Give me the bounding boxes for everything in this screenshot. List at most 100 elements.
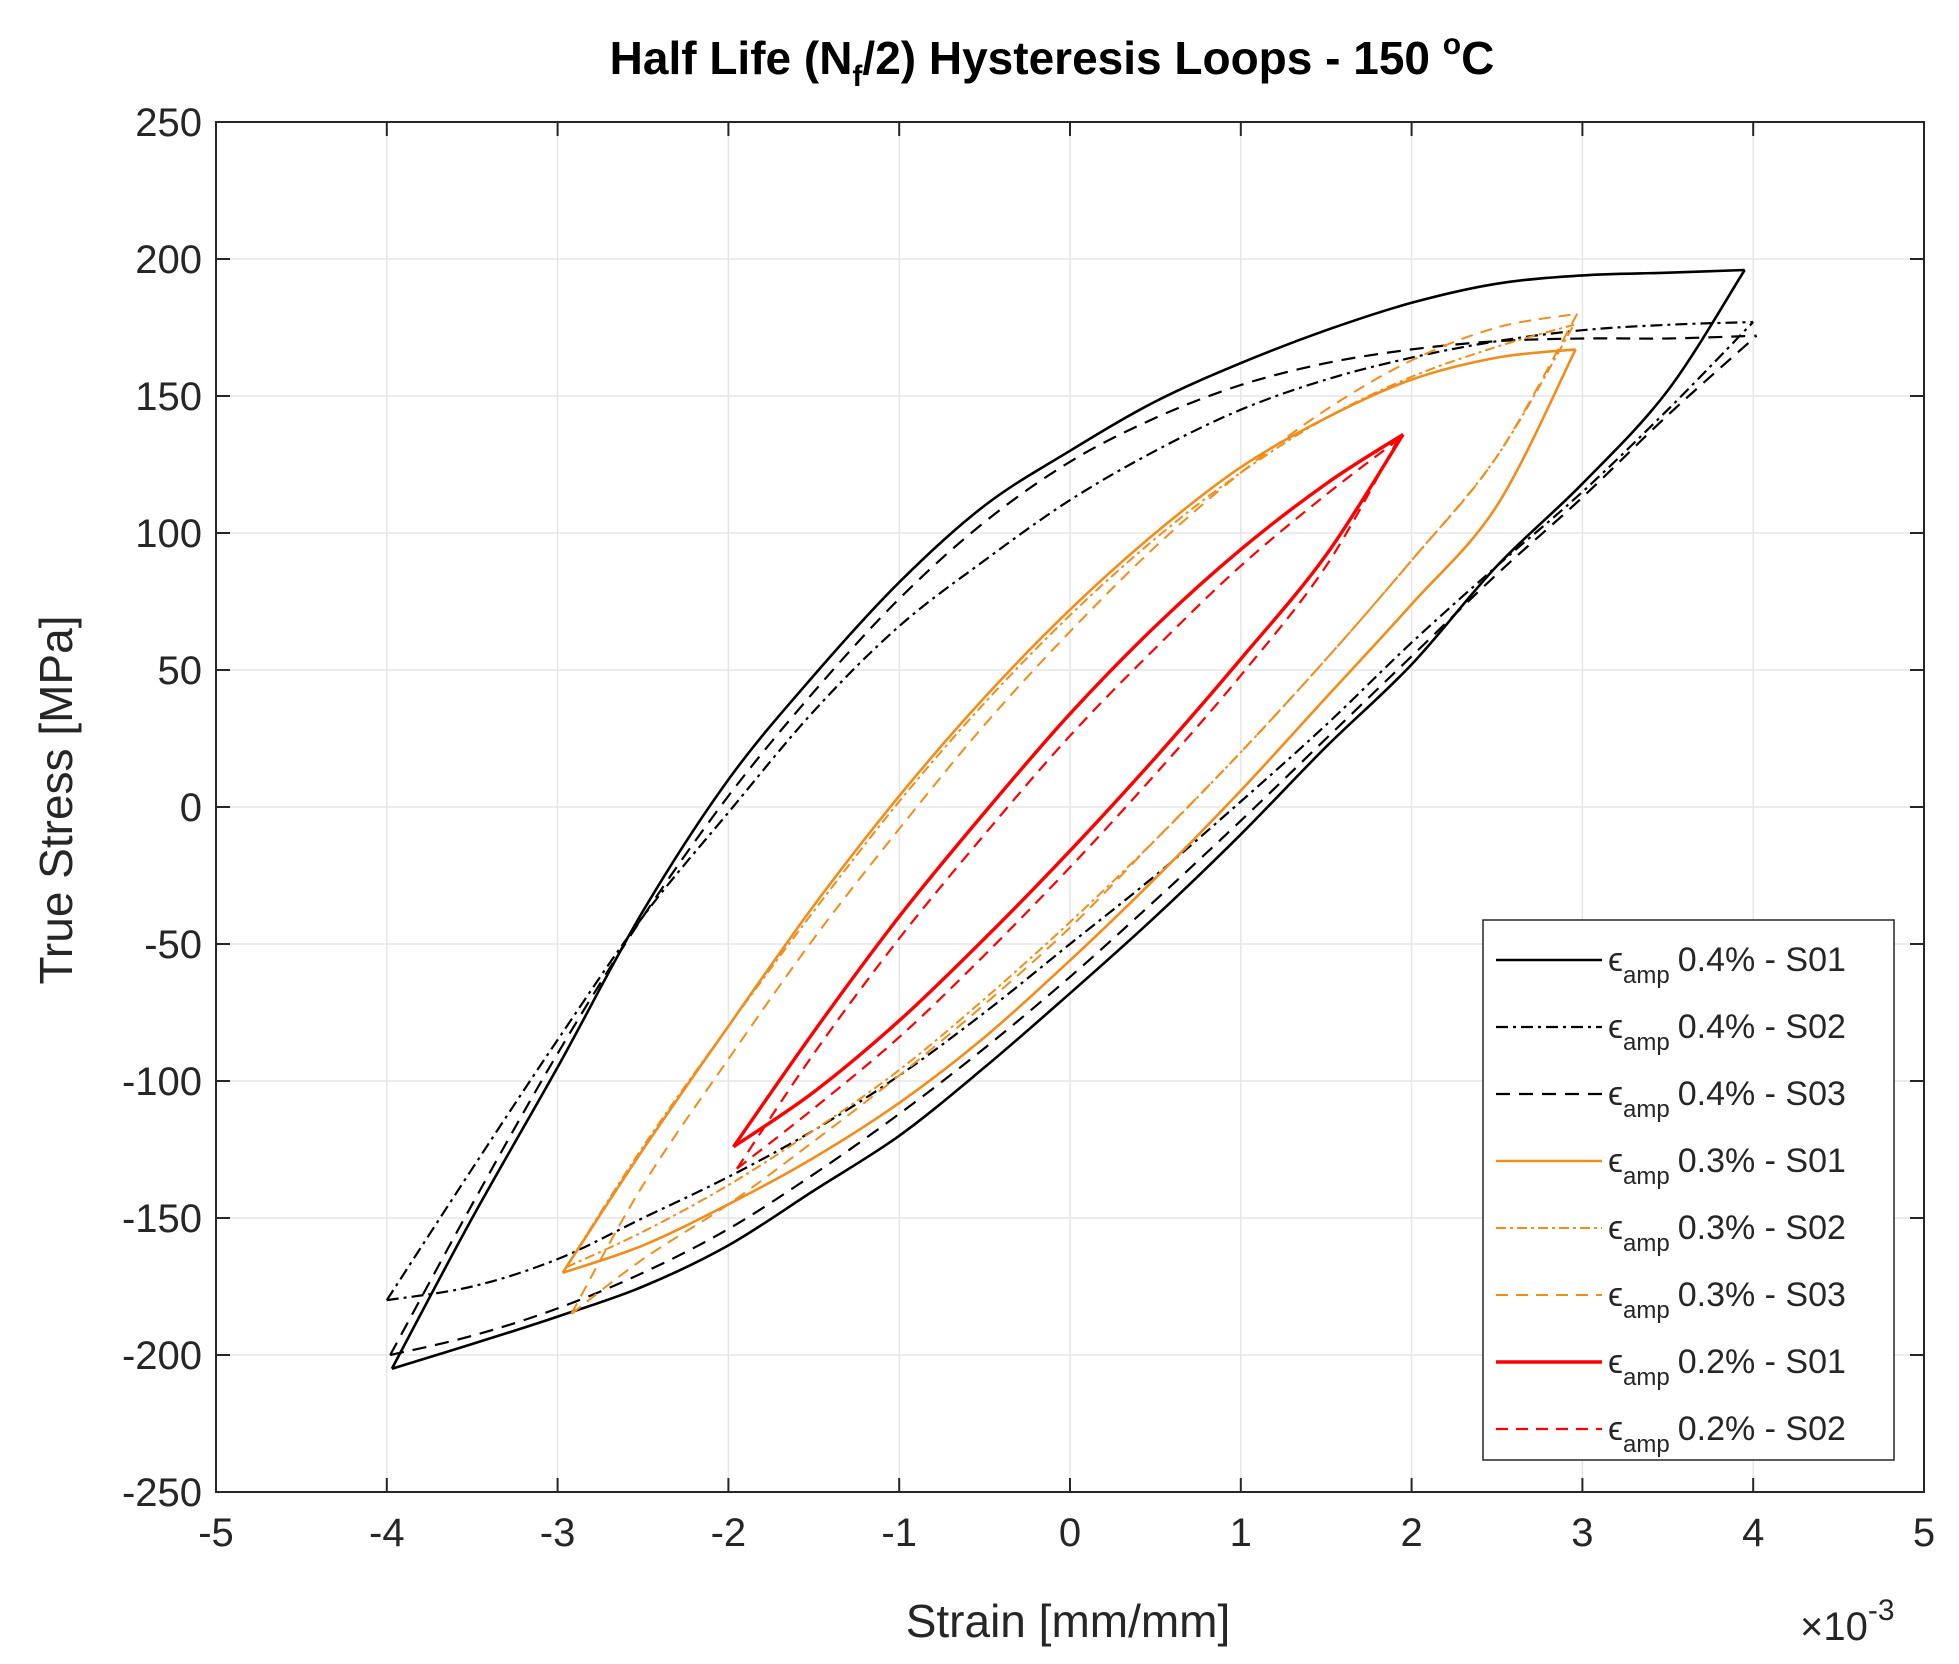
legend-entry: ϵamp 0.4% - S01 <box>1496 941 1846 989</box>
legend-symbol: ϵ <box>1608 1008 1623 1046</box>
legend-entry: ϵamp 0.4% - S03 <box>1496 1075 1846 1123</box>
series-5-upper-branch <box>565 323 1575 1268</box>
legend-subscript: amp <box>1623 1029 1670 1056</box>
legend-subscript: amp <box>1623 1096 1670 1123</box>
legend-entry: ϵamp 0.3% - S01 <box>1496 1142 1846 1190</box>
legend-subscript: amp <box>1623 1163 1670 1190</box>
x-tick-labels: -5 -4 -3 -2 -1 0 1 2 3 4 5 <box>198 1511 1935 1555</box>
title-subscript: f <box>852 60 863 93</box>
legend-label: ϵamp 0.3% - S01 <box>1608 1142 1846 1190</box>
y-axis-label: True Stress [MPa] <box>30 616 82 985</box>
legend-subscript: amp <box>1623 1364 1670 1391</box>
x-tick-label: -4 <box>369 1511 405 1555</box>
series-4-upper-branch <box>561 348 1576 1274</box>
y-tick-label: 100 <box>135 512 202 556</box>
series-2-upper-branch <box>385 320 1754 1301</box>
x-exponent-base: ×10 <box>1800 1605 1868 1649</box>
x-exponent-power: -3 <box>1868 1594 1895 1627</box>
legend-entry: ϵamp 0.3% - S02 <box>1496 1209 1846 1257</box>
series-6 <box>570 312 1579 1315</box>
legend-text: 0.4% - S02 <box>1678 1008 1846 1046</box>
legend-symbol: ϵ <box>1608 1276 1623 1314</box>
series-4-lower-branch <box>562 348 1577 1275</box>
series-1 <box>390 268 1746 1370</box>
legend-subscript: amp <box>1623 962 1670 989</box>
x-tick-label: 4 <box>1742 1511 1764 1555</box>
series-layer <box>385 268 1758 1370</box>
legend-label: ϵamp 0.3% - S02 <box>1608 1209 1846 1257</box>
series-3 <box>389 334 1758 1357</box>
series-5 <box>565 323 1575 1269</box>
series-1-lower-branch <box>391 269 1746 1370</box>
x-axis-label: Strain [mm/mm] <box>906 1595 1231 1647</box>
legend-label: ϵamp 0.4% - S01 <box>1608 941 1846 989</box>
y-tick-label: -150 <box>122 1197 202 1241</box>
y-tick-label: -100 <box>122 1060 202 1104</box>
series-1-upper-branch <box>390 268 1745 1370</box>
series-7 <box>732 432 1405 1149</box>
legend-symbol: ϵ <box>1608 1209 1623 1247</box>
y-tick-label: -250 <box>122 1471 202 1515</box>
legend-label: ϵamp 0.2% - S02 <box>1608 1410 1846 1458</box>
legend-text: 0.3% - S03 <box>1678 1276 1846 1314</box>
legend-text: 0.4% - S01 <box>1678 941 1846 979</box>
series-3-upper-branch <box>389 334 1757 1356</box>
legend-label: ϵamp 0.4% - S03 <box>1608 1075 1846 1123</box>
legend-text: 0.3% - S02 <box>1678 1209 1846 1247</box>
legend-label: ϵamp 0.4% - S02 <box>1608 1008 1846 1056</box>
legend-subscript: amp <box>1623 1297 1670 1324</box>
series-7-upper-branch <box>732 432 1405 1148</box>
series-8-upper-branch <box>735 438 1399 1170</box>
y-tick-label: -50 <box>144 923 202 967</box>
series-6-upper-branch <box>570 312 1578 1315</box>
legend-subscript: amp <box>1623 1431 1670 1458</box>
legend-symbol: ϵ <box>1608 1142 1623 1180</box>
legend-symbol: ϵ <box>1608 1075 1623 1113</box>
legend-text: 0.2% - S01 <box>1678 1343 1846 1381</box>
series-8 <box>735 438 1399 1170</box>
legend-entry: ϵamp 0.3% - S03 <box>1496 1276 1846 1324</box>
x-tick-label: -5 <box>198 1511 234 1555</box>
series-2 <box>385 320 1754 1302</box>
y-tick-label: 250 <box>135 101 202 145</box>
title-prefix: Half Life (N <box>610 32 853 84</box>
x-exponent: ×10-3 <box>1800 1594 1895 1649</box>
legend-text: 0.2% - S02 <box>1678 1410 1846 1448</box>
title-superscript: o <box>1443 28 1461 61</box>
y-tick-label: 50 <box>158 649 203 693</box>
x-tick-label: 2 <box>1400 1511 1422 1555</box>
legend-symbol: ϵ <box>1608 941 1623 979</box>
title-suffix: /2) Hysteresis Loops - 150 <box>862 32 1442 84</box>
x-tick-label: 1 <box>1230 1511 1252 1555</box>
chart-title: Half Life (Nf/2) Hysteresis Loops - 150 … <box>610 28 1495 93</box>
y-tick-label: 150 <box>135 375 202 419</box>
series-2-lower-branch <box>386 321 1754 1302</box>
x-tick-label: -1 <box>881 1511 917 1555</box>
title-unit: C <box>1461 32 1494 84</box>
series-3-lower-branch <box>389 334 1758 1357</box>
y-tick-label: -200 <box>122 1334 202 1378</box>
legend-label: ϵamp 0.3% - S03 <box>1608 1276 1846 1324</box>
legend-text: 0.3% - S01 <box>1678 1142 1846 1180</box>
legend-entry: ϵamp 0.2% - S02 <box>1496 1410 1846 1458</box>
legend-box <box>1482 919 1895 1461</box>
legend-entry: ϵamp 0.4% - S02 <box>1496 1008 1846 1056</box>
tick-marks <box>215 121 1925 1493</box>
x-tick-label: -2 <box>711 1511 747 1555</box>
series-7-lower-branch <box>732 433 1405 1149</box>
series-5-lower-branch <box>565 324 1575 1269</box>
series-4 <box>561 348 1577 1275</box>
x-tick-label: 3 <box>1571 1511 1593 1555</box>
y-tick-labels: 250 200 150 100 50 0 -50 -100 -150 -200 -250 <box>122 101 202 1515</box>
legend-text: 0.4% - S03 <box>1678 1075 1846 1113</box>
y-tick-label: 200 <box>135 238 202 282</box>
legend-subscript: amp <box>1623 1230 1670 1257</box>
legend-symbol: ϵ <box>1608 1410 1623 1448</box>
legend-symbol: ϵ <box>1608 1343 1623 1381</box>
series-8-lower-branch <box>736 439 1399 1170</box>
x-tick-label: -3 <box>540 1511 576 1555</box>
series-6-lower-branch <box>570 313 1579 1315</box>
x-tick-label: 5 <box>1913 1511 1935 1555</box>
